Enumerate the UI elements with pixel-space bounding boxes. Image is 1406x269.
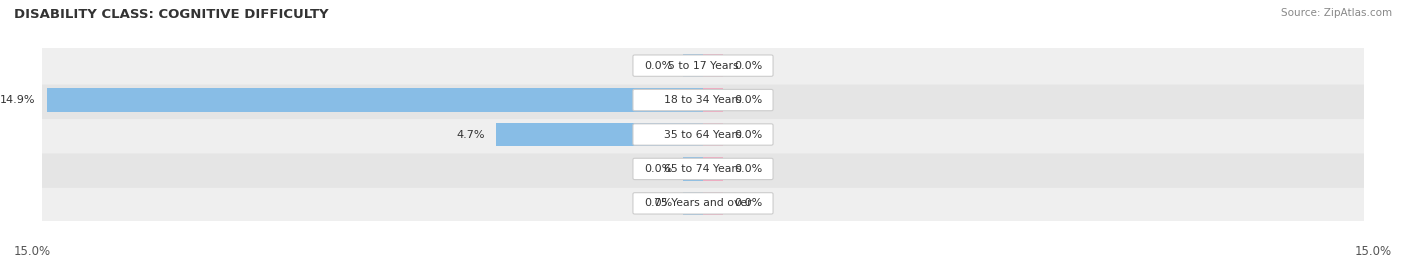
Bar — [703, 123, 723, 146]
Text: 0.0%: 0.0% — [644, 61, 672, 71]
Bar — [703, 157, 723, 181]
Bar — [703, 192, 723, 215]
FancyBboxPatch shape — [38, 81, 1368, 119]
Text: 14.9%: 14.9% — [0, 95, 35, 105]
FancyBboxPatch shape — [38, 47, 1368, 84]
Text: 18 to 34 Years: 18 to 34 Years — [664, 95, 742, 105]
Text: 0.0%: 0.0% — [734, 129, 762, 140]
Text: 5 to 17 Years: 5 to 17 Years — [668, 61, 738, 71]
Text: 0.0%: 0.0% — [734, 198, 762, 208]
Text: 35 to 64 Years: 35 to 64 Years — [664, 129, 742, 140]
Text: 0.0%: 0.0% — [644, 164, 672, 174]
Text: 15.0%: 15.0% — [1355, 245, 1392, 258]
Bar — [703, 54, 723, 77]
Text: 65 to 74 Years: 65 to 74 Years — [664, 164, 742, 174]
FancyBboxPatch shape — [38, 116, 1368, 153]
Text: 0.0%: 0.0% — [734, 95, 762, 105]
Bar — [703, 88, 723, 112]
Bar — [683, 54, 703, 77]
Bar — [683, 157, 703, 181]
FancyBboxPatch shape — [633, 55, 773, 76]
Text: 0.0%: 0.0% — [644, 198, 672, 208]
Text: 75 Years and over: 75 Years and over — [654, 198, 752, 208]
FancyBboxPatch shape — [38, 185, 1368, 222]
Text: 0.0%: 0.0% — [734, 61, 762, 71]
Bar — [46, 88, 703, 112]
Text: 15.0%: 15.0% — [14, 245, 51, 258]
FancyBboxPatch shape — [633, 158, 773, 180]
Bar — [683, 192, 703, 215]
Text: 0.0%: 0.0% — [734, 164, 762, 174]
FancyBboxPatch shape — [38, 150, 1368, 188]
FancyBboxPatch shape — [633, 124, 773, 145]
FancyBboxPatch shape — [633, 89, 773, 111]
Text: DISABILITY CLASS: COGNITIVE DIFFICULTY: DISABILITY CLASS: COGNITIVE DIFFICULTY — [14, 8, 329, 21]
Bar — [496, 123, 703, 146]
Text: 4.7%: 4.7% — [457, 129, 485, 140]
Text: Source: ZipAtlas.com: Source: ZipAtlas.com — [1281, 8, 1392, 18]
FancyBboxPatch shape — [633, 193, 773, 214]
